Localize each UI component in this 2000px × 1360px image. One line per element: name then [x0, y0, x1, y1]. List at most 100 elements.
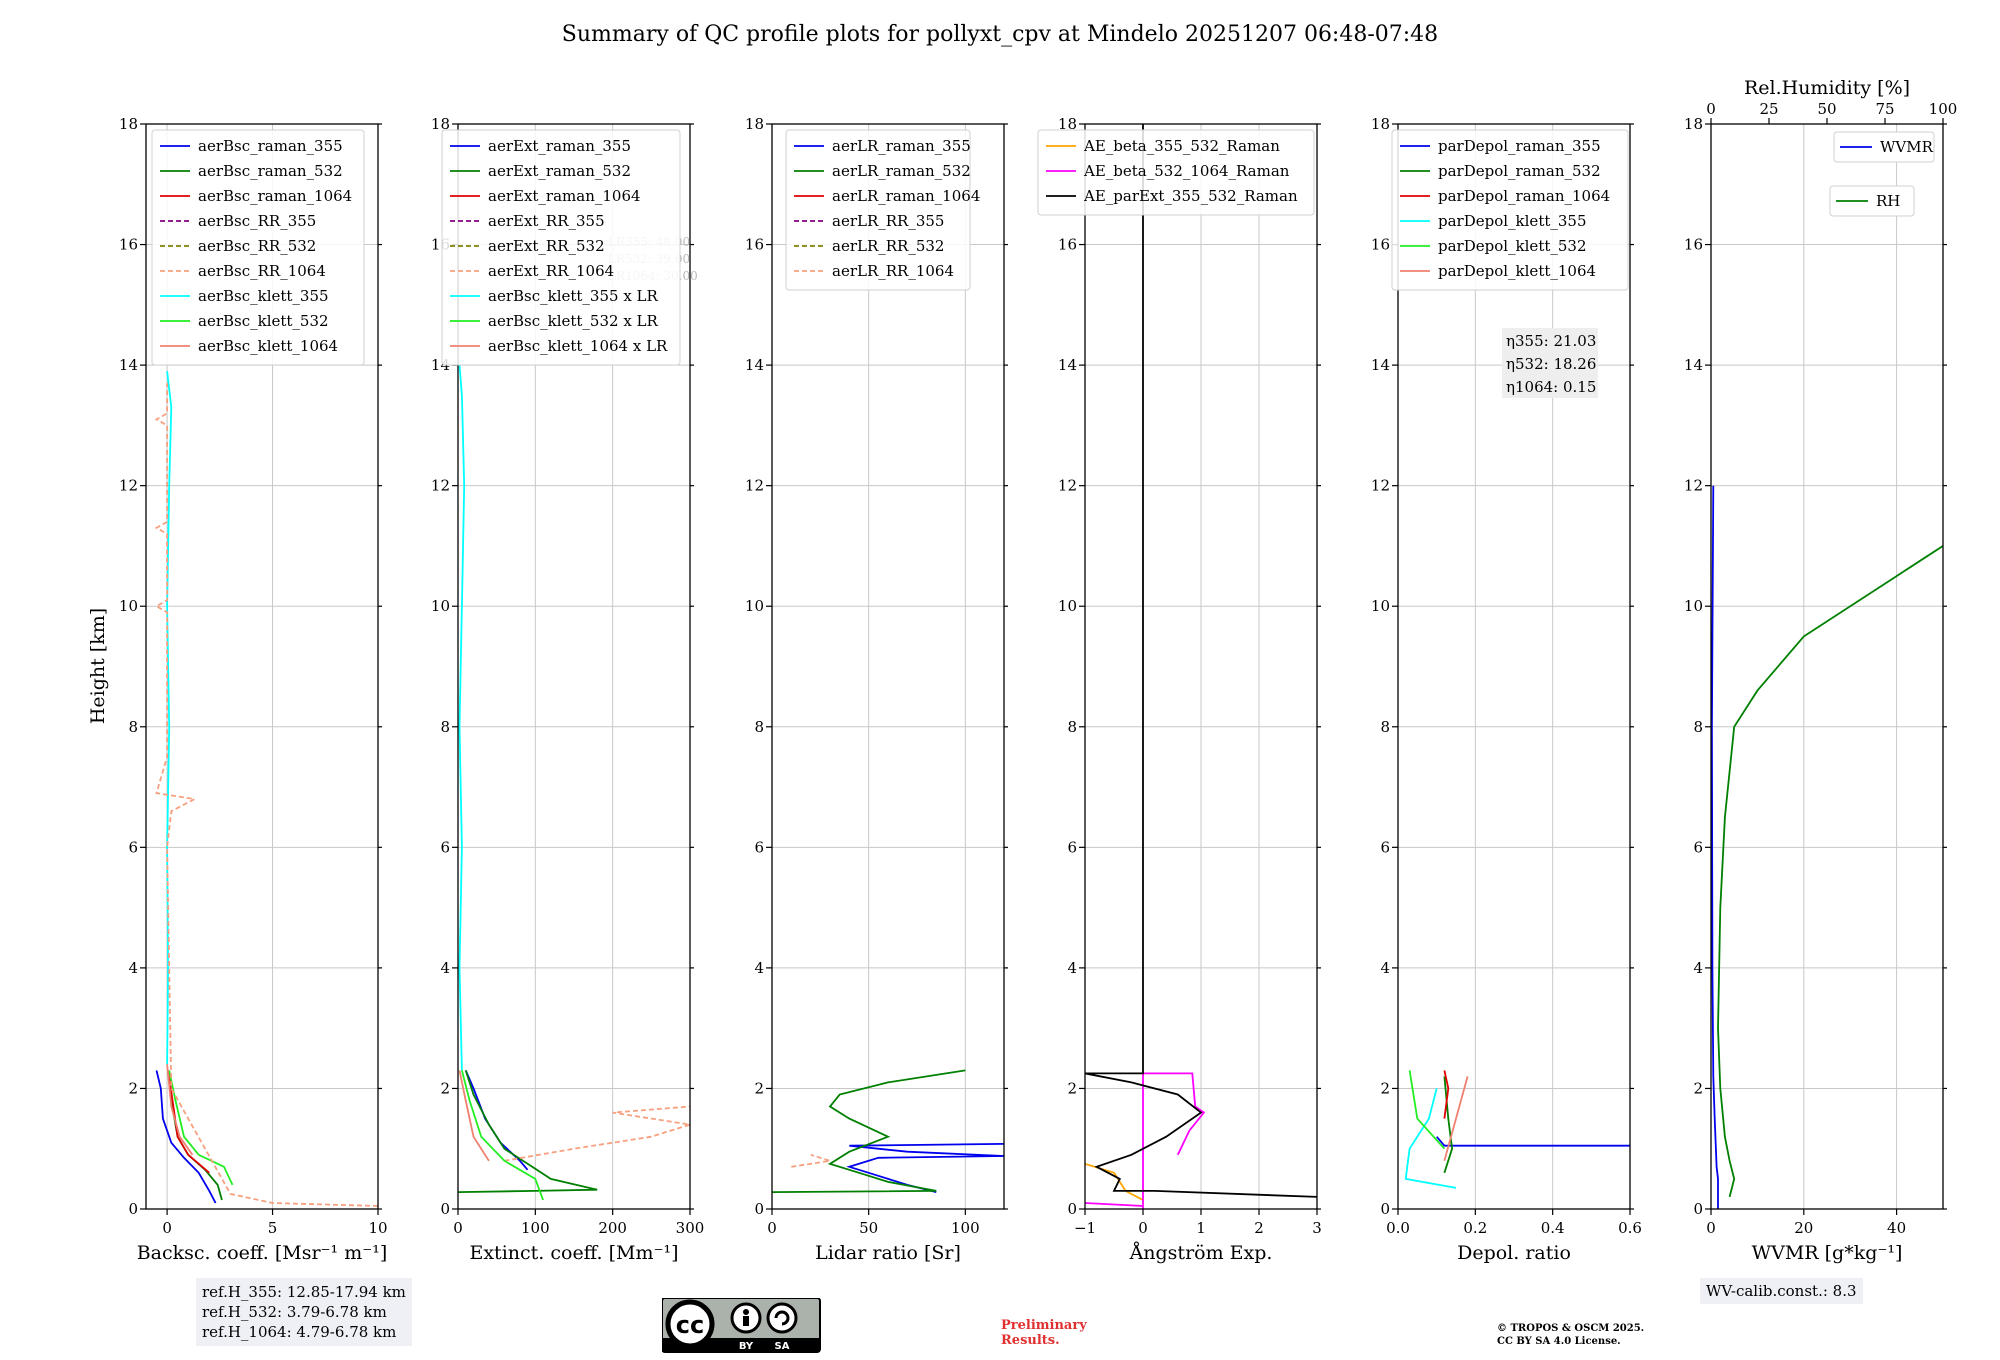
legend-box — [441, 129, 681, 366]
x-axis-label: Extinct. coeff. [Mm⁻¹] — [469, 1242, 678, 1264]
legend-label: aerBsc_RR_1064 — [198, 262, 326, 280]
legend-label: aerExt_RR_355 — [488, 212, 605, 230]
legend-label: WVMR — [1880, 138, 1934, 156]
y-tick-label: 16 — [119, 236, 138, 254]
y-tick-label: 0 — [128, 1200, 138, 1218]
y-tick-label: 4 — [754, 959, 764, 977]
series-group — [458, 365, 690, 1201]
series-aerbsc-klett-532 — [168, 1070, 234, 1186]
series-aerext-raman-532 — [458, 1070, 598, 1193]
x-tick-label: 0.2 — [1463, 1219, 1487, 1237]
y-tick-label: 18 — [1058, 115, 1077, 133]
ref-height-532: ref.H_532: 3.79-6.78 km — [202, 1303, 387, 1321]
y-tick-label: 16 — [745, 236, 764, 254]
series-aerbsc-raman-1064 — [167, 1070, 210, 1174]
legend-label: aerLR_RR_1064 — [832, 262, 954, 280]
series-pardepol-raman-355 — [1436, 1136, 1630, 1147]
y-tick-label: 4 — [440, 959, 450, 977]
x-tick-label: 300 — [676, 1219, 705, 1237]
y-tick-label: 2 — [440, 1079, 450, 1097]
cc-logo-sa: SA — [775, 1341, 790, 1352]
x-tick-label: 0 — [767, 1219, 777, 1237]
y-tick-label: 18 — [119, 115, 138, 133]
legend: parDepol_raman_355 parDepol_raman_532 parD… — [1391, 129, 1629, 291]
legend-label: aerLR_RR_532 — [832, 237, 944, 255]
legend-box — [1391, 129, 1629, 291]
x-tick-label: 10 — [368, 1219, 387, 1237]
legend-box — [1829, 185, 1915, 217]
x-tick-label: 0 — [1706, 1219, 1716, 1237]
legend-label: aerLR_raman_1064 — [832, 187, 980, 205]
series-group — [1085, 124, 1317, 1209]
copyright-line-1: © TROPOS & OSCM 2025. — [1497, 1323, 1645, 1334]
series-rh — [1717, 545, 1943, 1198]
y-tick-label: 6 — [128, 838, 138, 856]
y-tick-label: 2 — [128, 1079, 138, 1097]
y-tick-label: 8 — [440, 718, 450, 736]
legend-label: aerBsc_RR_532 — [198, 237, 316, 255]
x-tick-label: 5 — [268, 1219, 278, 1237]
legend-label: aerBsc_RR_355 — [198, 212, 316, 230]
y-tick-label: 8 — [1067, 718, 1077, 736]
y-tick-label: 18 — [1684, 115, 1703, 133]
ref-height-1064: ref.H_1064: 4.79-6.78 km — [202, 1323, 397, 1341]
x-tick-label: 40 — [1887, 1219, 1906, 1237]
y-tick-label: 6 — [1693, 838, 1703, 856]
y-tick-label: 12 — [1684, 477, 1703, 495]
legend-label: aerBsc_klett_355 — [198, 287, 329, 305]
legend-label: parDepol_raman_355 — [1438, 137, 1601, 155]
y-tick-label: 10 — [431, 597, 450, 615]
preliminary-line-2: Results. — [1001, 1333, 1060, 1348]
y-axis-label: Height [km] — [87, 608, 109, 724]
x-tick-label: 0.0 — [1386, 1219, 1410, 1237]
series-group — [772, 1069, 1004, 1193]
y-tick-label: 4 — [128, 959, 138, 977]
y-tick-label: 2 — [1380, 1079, 1390, 1097]
y-tick-label: 14 — [745, 356, 764, 374]
legend-label: AE_parExt_355_532_Raman — [1083, 187, 1298, 205]
y-tick-label: 18 — [745, 115, 764, 133]
top-x-tick-label: 25 — [1759, 100, 1778, 118]
x-tick-label: 0 — [453, 1219, 463, 1237]
y-tick-label: 8 — [1693, 718, 1703, 736]
copyright-note: © TROPOS & OSCM 2025. CC BY SA 4.0 Licen… — [1497, 1322, 1644, 1348]
x-tick-label: 50 — [859, 1219, 878, 1237]
series-aerbsc-rr-1064 — [154, 383, 378, 1207]
top-x-tick-label: 75 — [1875, 100, 1894, 118]
x-axis-label: Depol. ratio — [1457, 1242, 1571, 1264]
reference-heights-box: ref.H_355: 12.85-17.94 km ref.H_532: 3.7… — [196, 1278, 412, 1346]
y-tick-label: 0 — [440, 1200, 450, 1218]
series-aerbsc-raman-532 — [168, 1076, 223, 1201]
y-tick-label: 6 — [440, 838, 450, 856]
axes-frame — [1084, 123, 1318, 1210]
y-tick-label: 8 — [128, 718, 138, 736]
panel-backscatter: 0 5 10 0 2 4 6 8 10 12 14 16 18 Backsc. coeff. [Msr⁻¹… — [119, 115, 388, 1264]
y-tick-label: 8 — [754, 718, 764, 736]
y-tick-label: 2 — [754, 1079, 764, 1097]
y-tick-label: 10 — [745, 597, 764, 615]
cc-logo-letters: cc — [676, 1311, 704, 1339]
series-pardepol-klett-1064 — [1443, 1076, 1469, 1162]
cc-license-logo: cc BY SA — [662, 1298, 821, 1353]
x-tick-label: 20 — [1794, 1219, 1813, 1237]
x-tick-label: 100 — [521, 1219, 550, 1237]
series-aerbsc-klett-1064-x-lr — [458, 1070, 490, 1162]
y-tick-label: 8 — [1380, 718, 1390, 736]
legend-label: aerExt_raman_532 — [488, 162, 631, 180]
x-axis-label: Ångström Exp. — [1129, 1242, 1273, 1264]
y-tick-label: 12 — [1371, 477, 1390, 495]
panel-lidar_ratio: 0 50 100 0 2 4 6 8 10 12 14 16 18 Lidar ratio [Sr] aer… — [745, 115, 1008, 1264]
series-aerbsc-klett-1064 — [166, 1064, 194, 1156]
y-tick-label: 4 — [1693, 959, 1703, 977]
legend-label: parDepol_raman_1064 — [1438, 187, 1610, 205]
x-axis-label: WVMR [g*kg⁻¹] — [1752, 1242, 1903, 1264]
y-tick-label: 6 — [1380, 838, 1390, 856]
wv-calibration-box: WV-calib.const.: 8.3 — [1700, 1278, 1863, 1304]
series-aerlr-raman-355 — [846, 1143, 1004, 1193]
top-x-tick-label: 100 — [1929, 100, 1958, 118]
legend-label: aerExt_raman_355 — [488, 137, 631, 155]
y-tick-label: 12 — [745, 477, 764, 495]
legend-label: parDepol_klett_1064 — [1438, 262, 1596, 280]
